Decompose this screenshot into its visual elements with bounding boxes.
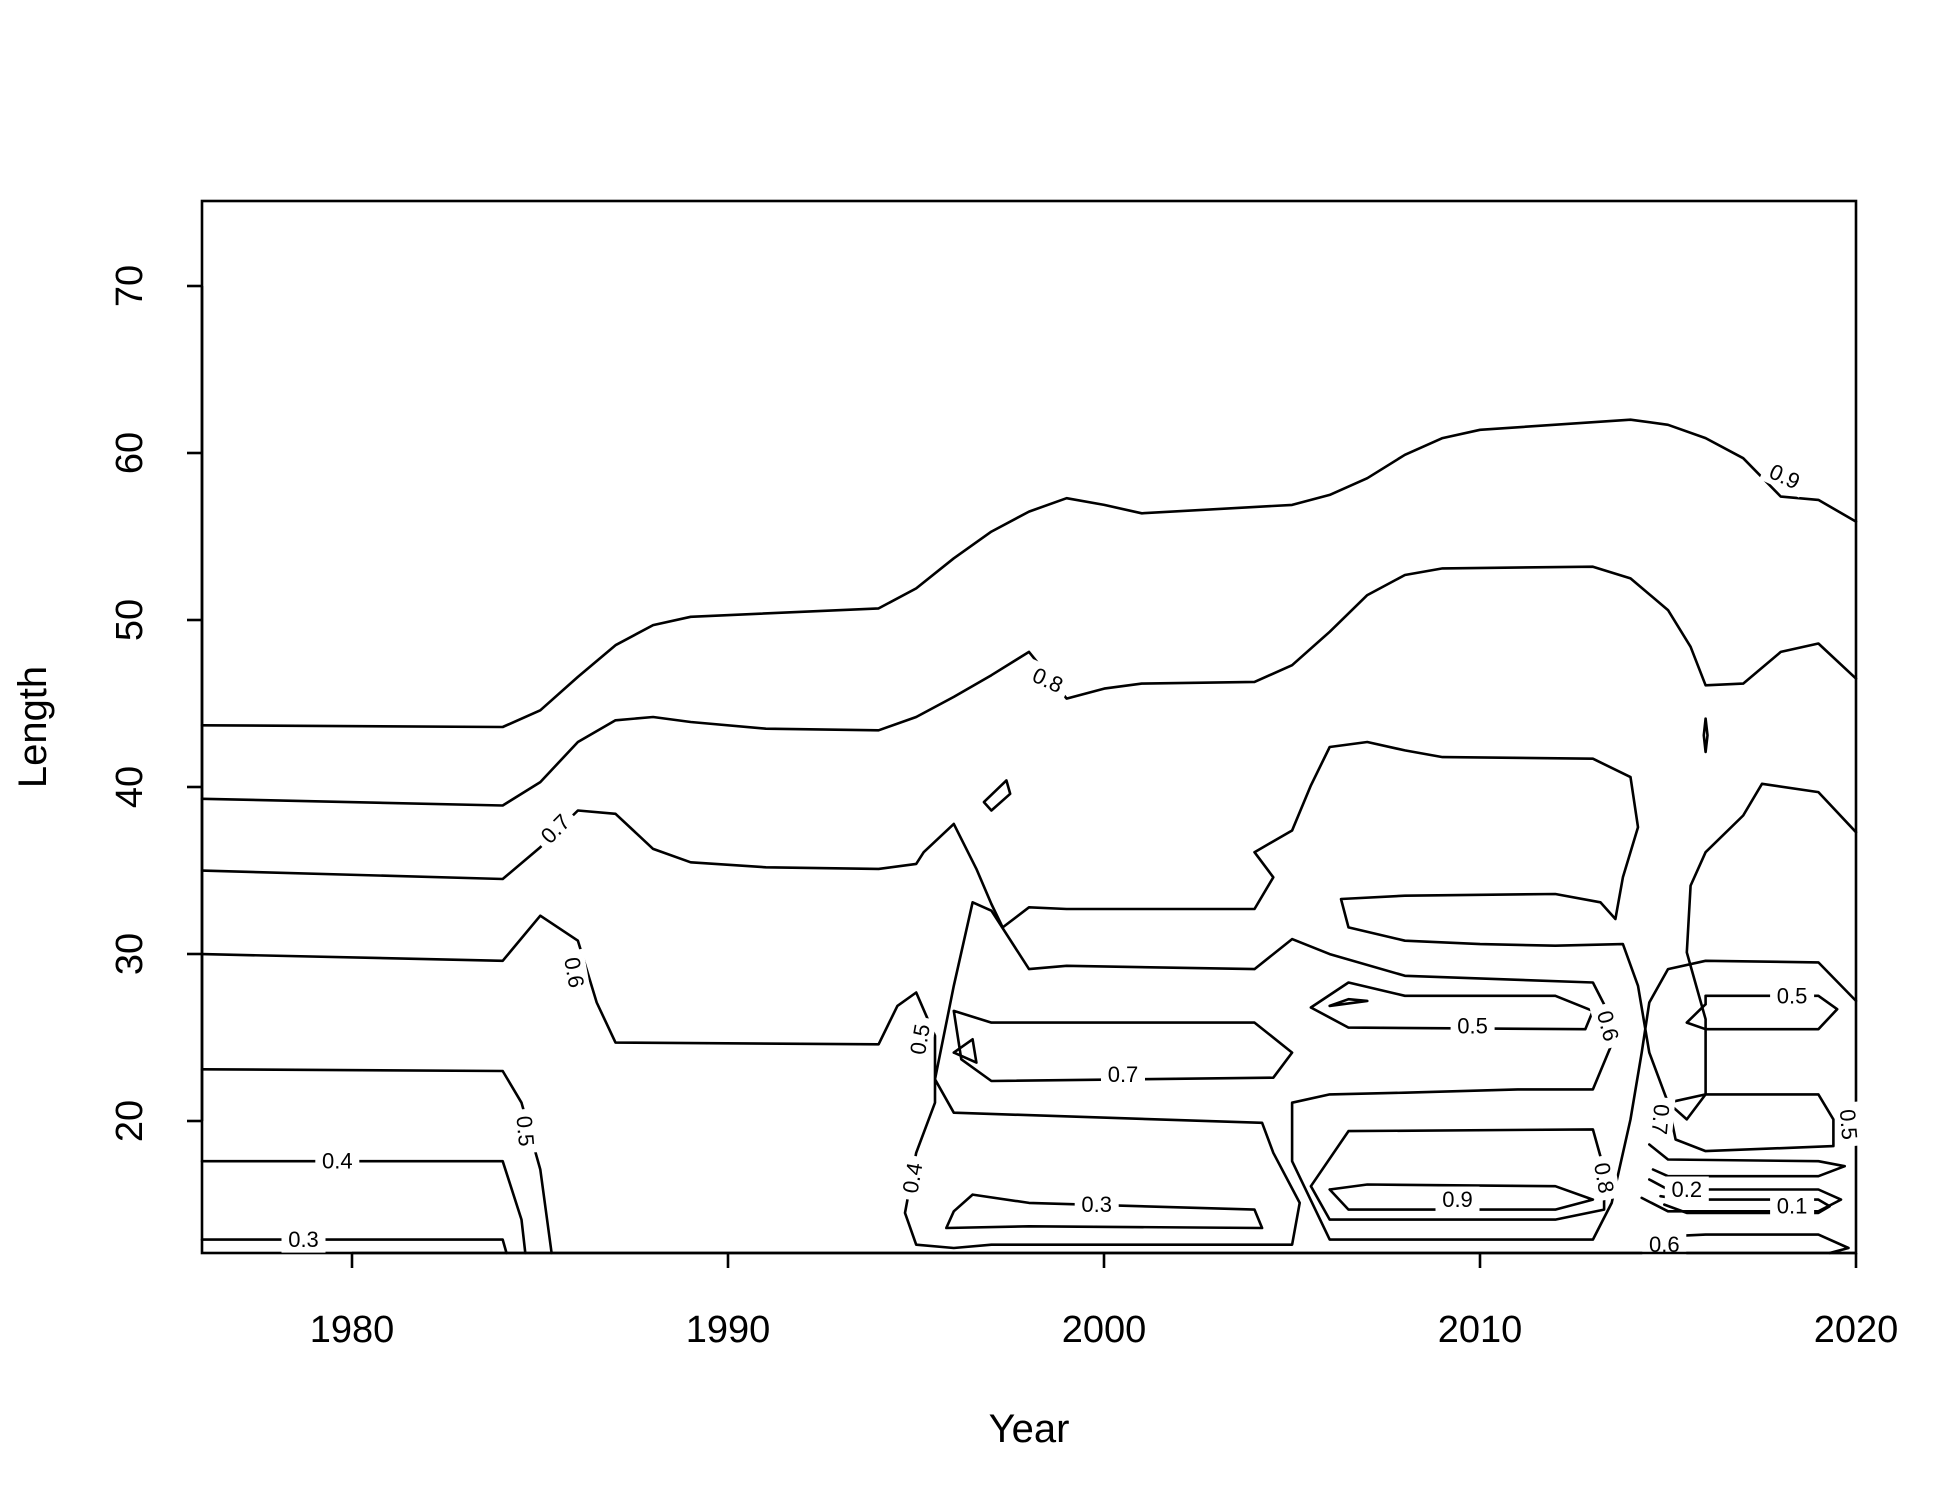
contour-line-0-5 — [1685, 994, 1839, 1031]
x-axis-title: Year — [989, 1407, 1070, 1451]
x-axis: 1980 1990 2000 2010 2020 — [310, 1251, 1899, 1351]
contour-label-text: 0.5 — [1835, 1108, 1863, 1141]
y-tick-label: 60 — [109, 432, 151, 474]
contour-label: 0.7 — [1645, 1096, 1676, 1143]
contour-labels: 0.9 0.8 0.7 0.6 0.5 0.4 0.3 0.5 0.4 0.3 0.7 0.5 0.9 0… — [281, 455, 1864, 1258]
contour-line-0-8 — [982, 779, 1012, 812]
y-axis: 20 30 40 50 60 70 — [109, 265, 204, 1142]
y-tick-label: 70 — [109, 265, 151, 307]
x-tick-label: 2010 — [1438, 1309, 1523, 1351]
contour-label: 0.5 — [1833, 1101, 1864, 1148]
contour-label-background — [315, 1148, 360, 1175]
contour-label: 0.9 — [1435, 1186, 1480, 1213]
contour-label-background — [1589, 1001, 1627, 1051]
contour-line-0-9 — [1328, 1183, 1595, 1211]
contour-label-background — [1435, 1186, 1480, 1213]
contour-label-background — [281, 1226, 326, 1253]
contour-label: 0.9 — [1759, 455, 1811, 498]
contour-label-background — [1101, 1061, 1145, 1088]
contour-label-background — [557, 948, 591, 997]
y-axis-title: Length — [11, 666, 55, 788]
contour-label-background — [1645, 1096, 1676, 1143]
contour-line-0-7 — [1666, 1093, 1835, 1153]
contour-label-background — [1770, 982, 1815, 1009]
contour-label-text: 0.6 — [1592, 1008, 1624, 1044]
contour-label-text: 0.8 — [1589, 1161, 1619, 1195]
contour-label-background — [1074, 1191, 1119, 1218]
contour-label-text: 0.7 — [1647, 1103, 1675, 1136]
x-tick-label: 1990 — [686, 1309, 771, 1351]
contour-label: 0.8 — [1022, 659, 1074, 702]
contour-line-0-7 — [952, 1009, 1294, 1083]
contour-label-background — [510, 1108, 541, 1155]
contour-label-background — [530, 804, 581, 854]
contour-label: 0.6 — [557, 948, 591, 997]
contour-label: 0.6 — [1589, 1001, 1627, 1051]
contour-line-0-9 — [1702, 717, 1709, 754]
contour-label: 0.8 — [1587, 1153, 1621, 1202]
contour-label-background — [1833, 1101, 1864, 1148]
contour-line-0-5 — [200, 1068, 553, 1255]
y-tick-label: 40 — [109, 766, 151, 808]
contour-line-0-6 — [200, 900, 1858, 1250]
contour-line-0-7 — [200, 740, 1858, 1121]
contour-label: 0.4 — [895, 1153, 930, 1202]
contour-label: 0.5 — [903, 1015, 937, 1064]
contour-label: 0.5 — [1450, 1012, 1495, 1039]
contour-label-text: 0.3 — [1081, 1192, 1112, 1217]
contour-label-text: 0.3 — [288, 1227, 319, 1252]
contour-label: 0.3 — [281, 1226, 326, 1253]
contour-label: 0.1 — [1770, 1193, 1815, 1220]
contour-label-background — [1664, 1176, 1709, 1203]
contour-label-text: 0.9 — [1442, 1187, 1473, 1212]
contour-line-0-8 — [200, 565, 1858, 807]
contour-line-0-6 — [1648, 1143, 1846, 1178]
contour-label-text: 0.4 — [898, 1161, 928, 1195]
contour-label-background — [1759, 455, 1811, 498]
contour-line-0-3 — [200, 1238, 508, 1255]
y-tick-label: 20 — [109, 1100, 151, 1142]
contour-label: 0.2 — [1664, 1176, 1709, 1203]
contour-line-0-5 — [1309, 981, 1595, 1031]
x-tick-label: 2020 — [1814, 1309, 1899, 1351]
contour-label-text: 0.5 — [1777, 983, 1808, 1008]
contour-line-0-7 — [952, 1038, 978, 1064]
x-tick-label: 1980 — [310, 1309, 395, 1351]
contour-label-text: 0.6 — [559, 955, 589, 989]
contour-label-background — [1587, 1153, 1621, 1202]
contour-label: 0.5 — [1770, 982, 1815, 1009]
contour-line-0-9 — [200, 418, 1858, 729]
contour-line-0-6 — [1666, 1233, 1850, 1255]
contour-label-background — [1450, 1012, 1495, 1039]
contour-label: 0.7 — [1101, 1061, 1145, 1088]
contour-label-text: 0.7 — [1108, 1062, 1139, 1087]
contour-label-background — [903, 1015, 937, 1064]
contour-label-background — [1022, 659, 1074, 702]
contour-label: 0.4 — [315, 1148, 360, 1175]
contour-label-text: 0.2 — [1672, 1177, 1703, 1202]
contour-label-text: 0.5 — [905, 1022, 935, 1056]
contour-label: 0.7 — [530, 804, 581, 854]
x-tick-label: 2000 — [1062, 1309, 1147, 1351]
contour-lines — [200, 418, 1858, 1255]
contour-label-text: 0.5 — [512, 1115, 540, 1148]
y-tick-label: 50 — [109, 599, 151, 641]
contour-line-0-5 — [1328, 997, 1369, 1008]
contour-label-background — [1770, 1193, 1815, 1220]
contour-label: 0.3 — [1074, 1191, 1119, 1218]
contour-label-text: 0.5 — [1457, 1013, 1488, 1038]
contour-label-background — [895, 1153, 930, 1202]
y-tick-label: 30 — [109, 933, 151, 975]
contour-label-text: 0.1 — [1777, 1194, 1808, 1219]
contour-label-text: 0.4 — [322, 1149, 353, 1174]
contour-label: 0.5 — [510, 1108, 541, 1155]
contour-line-0-8 — [944, 1193, 1264, 1230]
